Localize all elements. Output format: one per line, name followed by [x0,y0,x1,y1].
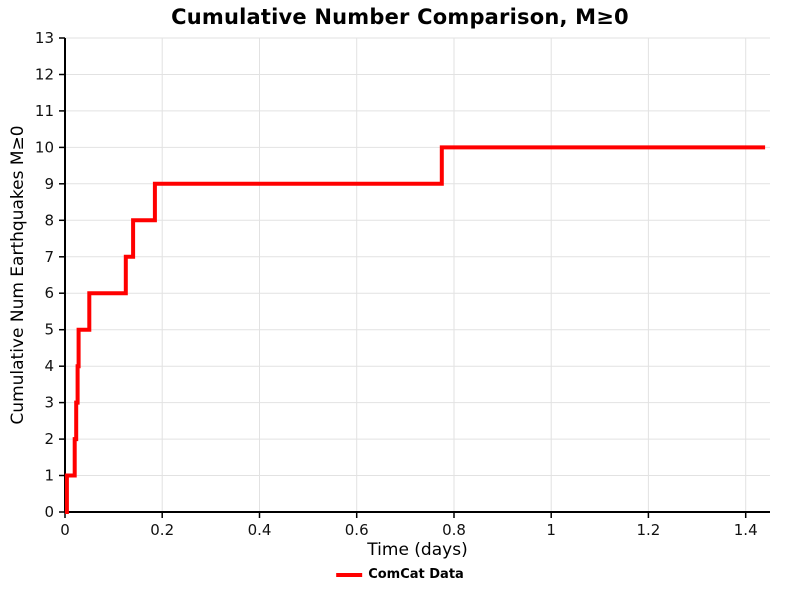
svg-text:2: 2 [44,430,54,448]
x-axis-label: Time (days) [367,540,468,560]
svg-text:0.8: 0.8 [442,521,466,539]
svg-text:3: 3 [44,394,54,412]
legend: ComCat Data [336,567,464,582]
axis-spines [64,38,770,513]
svg-text:0.2: 0.2 [150,521,174,539]
svg-text:10: 10 [35,138,54,156]
svg-text:4: 4 [44,357,54,375]
svg-text:1.2: 1.2 [636,521,660,539]
svg-text:0: 0 [60,521,70,539]
svg-text:1: 1 [546,521,556,539]
svg-text:11: 11 [35,102,54,120]
grid-lines [64,37,770,513]
series-line-comcat-data [64,145,766,514]
chart-title: Cumulative Number Comparison, M≥0 [171,5,629,29]
svg-text:13: 13 [35,29,54,47]
svg-text:0.6: 0.6 [345,521,369,539]
svg-text:1.4: 1.4 [734,521,758,539]
svg-text:12: 12 [35,66,54,84]
svg-text:5: 5 [44,321,54,339]
svg-text:1: 1 [44,467,54,485]
y-axis-label: Cumulative Num Earthquakes M≥0 [8,125,28,425]
svg-text:9: 9 [44,175,54,193]
svg-text:8: 8 [44,211,54,229]
svg-text:6: 6 [44,284,54,302]
legend-label: ComCat Data [368,567,464,582]
legend-line-marker [336,572,363,577]
svg-text:0.4: 0.4 [248,521,272,539]
svg-text:7: 7 [44,248,54,266]
svg-text:0: 0 [44,503,54,521]
